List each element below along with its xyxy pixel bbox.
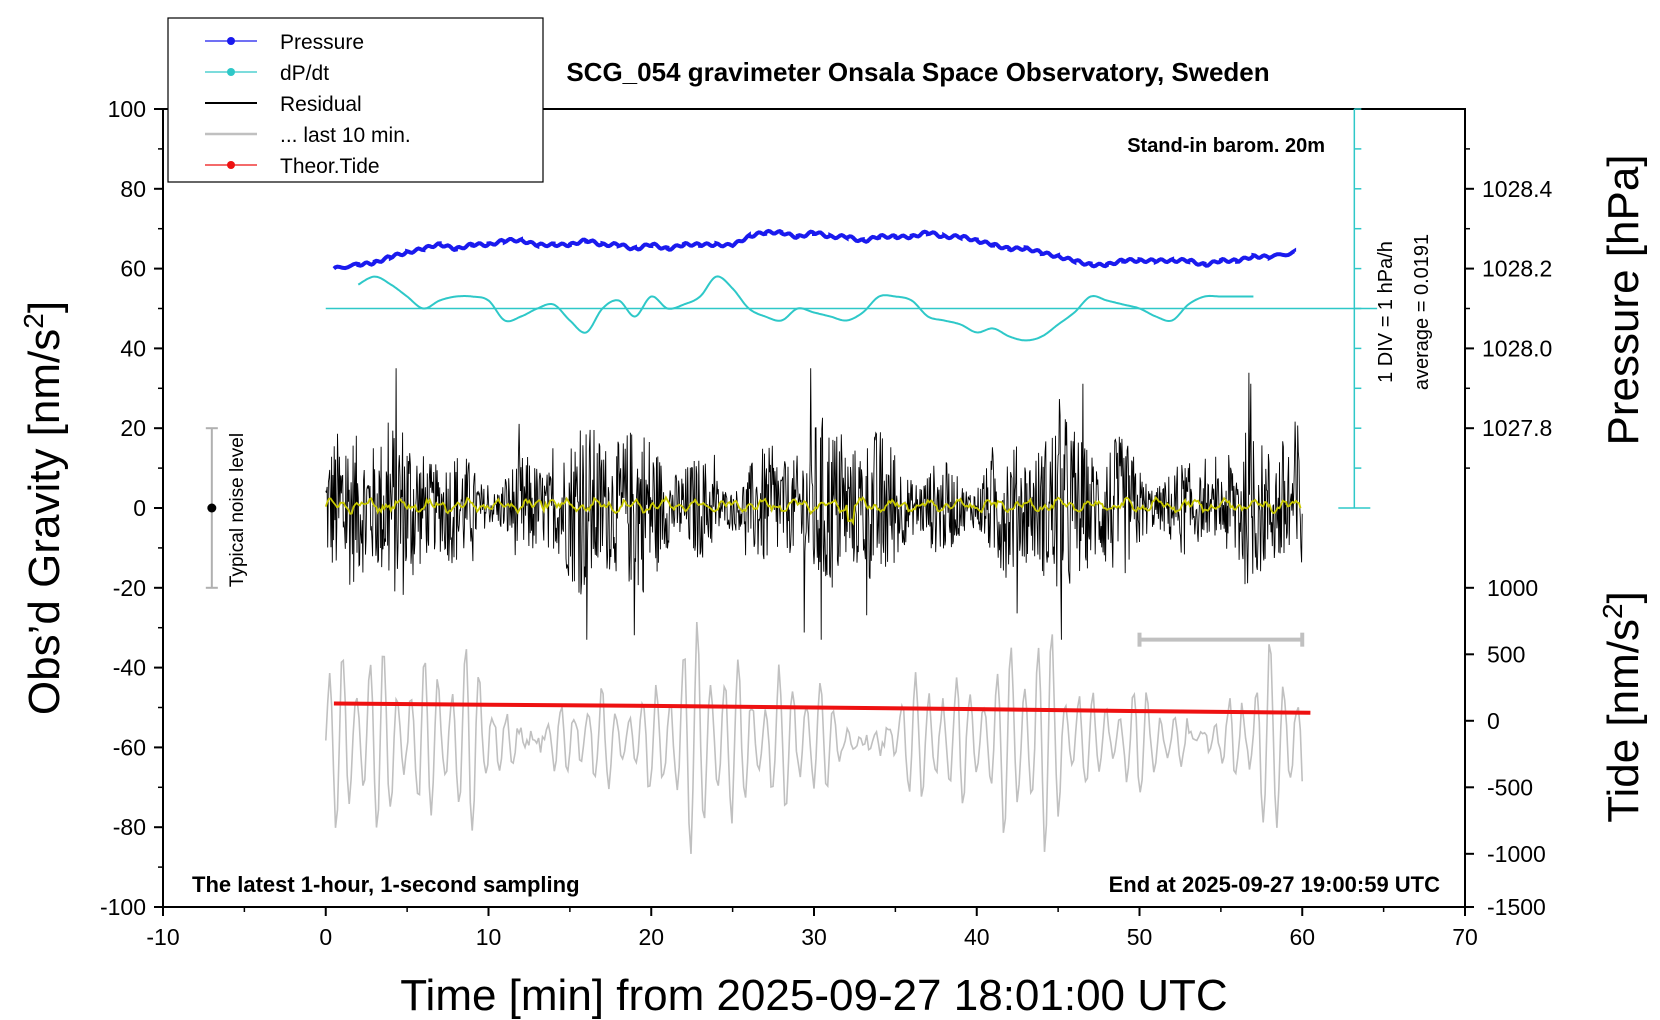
legend-swatch-marker: [227, 37, 235, 45]
y-tick-label: 80: [120, 176, 146, 202]
y-tick-label: 20: [120, 415, 146, 441]
x-tick-label: 20: [638, 924, 664, 950]
noise-level-indicator: [205, 427, 218, 589]
y-tick-label: -40: [113, 655, 146, 681]
legend-label: Pressure: [280, 31, 364, 54]
y-axis-label-gravity: Obs’d Gravity [nm/s2]: [18, 301, 69, 715]
y-tick-label: 0: [133, 495, 146, 521]
legend-entry: dP/dt: [205, 62, 329, 85]
x-tick-label: 0: [319, 924, 332, 950]
y-axis-left: 100 80 60 40 20 0 -20 -40 -60 -80 -100: [100, 96, 163, 920]
dpdt-scale-bar: [1338, 108, 1371, 509]
noise-level-label: Typical noise level: [227, 433, 248, 587]
legend-box: [167, 17, 544, 183]
y-tick-label: -60: [113, 734, 146, 760]
chart-title: SCG_054 gravimeter Onsala Space Observat…: [566, 57, 1269, 87]
pressure-tick-label: 1028.0: [1482, 335, 1552, 361]
x-tick-label: 70: [1452, 924, 1478, 950]
pressure-tick-label: 1027.8: [1482, 415, 1552, 441]
x-tick-label: 30: [801, 924, 827, 950]
x-axis: -10 0 10 20 30 40 50 60 70: [146, 907, 1478, 950]
legend-entry: Pressure: [205, 31, 364, 54]
series-residual-smoothed: [324, 495, 1302, 526]
x-axis-label: Time [min] from 2025-09-27 18:01:00 UTC: [400, 971, 1227, 1020]
legend-entry: Theor.Tide: [205, 155, 380, 178]
y-tick-label: -20: [113, 575, 146, 601]
tide-tick-label: 1000: [1487, 575, 1538, 601]
y-axis-tide: 1000 500 0 -500 -1000 -1500: [1465, 575, 1546, 920]
series-pressure: [332, 228, 1297, 271]
legend-entry: ... last 10 min.: [205, 124, 411, 147]
div-scale-note: 1 DIV = 1 hPa/h: [1375, 241, 1397, 383]
pressure-tick-label: 1028.2: [1482, 256, 1552, 282]
sampling-note: The latest 1-hour, 1-second sampling: [192, 872, 580, 897]
y-tick-label: -80: [113, 814, 146, 840]
y-tick-label: 40: [120, 335, 146, 361]
end-time-note: End at 2025-09-27 19:00:59 UTC: [1109, 872, 1440, 897]
x-tick-label: 60: [1289, 924, 1315, 950]
y-tick-label: 100: [108, 96, 146, 122]
legend-entry: Residual: [205, 93, 362, 116]
y-axis-pressure: 1028.4 1028.2 1028.0 1027.8: [1465, 148, 1553, 469]
legend: Pressure dP/dt Residual ... last 10 min. The…: [167, 17, 544, 183]
y-tick-label: 60: [120, 256, 146, 282]
x-tick-label: 50: [1127, 924, 1153, 950]
pressure-tick-label: 1028.4: [1482, 176, 1553, 202]
y-axis-label-tide: Tide [nm/s2]: [1597, 591, 1648, 823]
series-theor-tide: [333, 701, 1311, 715]
series-dpdt: [357, 275, 1254, 342]
x-tick-label: -10: [146, 924, 179, 950]
tide-tick-label: 500: [1487, 641, 1525, 667]
tide-tick-label: -1000: [1487, 841, 1546, 867]
y-axis-label-pressure: Pressure [hPa]: [1599, 154, 1648, 445]
y-tick-label: -100: [100, 894, 146, 920]
series-residual: [325, 368, 1303, 640]
tide-tick-label: 0: [1487, 708, 1500, 734]
tide-tick-label: -500: [1487, 774, 1533, 800]
legend-label: Theor.Tide: [280, 155, 380, 178]
average-note: average = 0.0191: [1411, 234, 1433, 390]
x-tick-label: 40: [964, 924, 990, 950]
x-tick-label: 10: [476, 924, 502, 950]
stand-in-barometer-note: Stand-in barom. 20m: [1127, 135, 1325, 157]
last-10-min-bracket: [1137, 632, 1305, 647]
legend-label: Residual: [280, 93, 362, 116]
legend-swatch-marker: [227, 161, 235, 169]
legend-label: dP/dt: [280, 62, 329, 85]
legend-label: ... last 10 min.: [280, 124, 411, 147]
tide-tick-label: -1500: [1487, 894, 1546, 920]
legend-swatch-marker: [227, 68, 235, 76]
series-last-10-min: [325, 621, 1303, 854]
